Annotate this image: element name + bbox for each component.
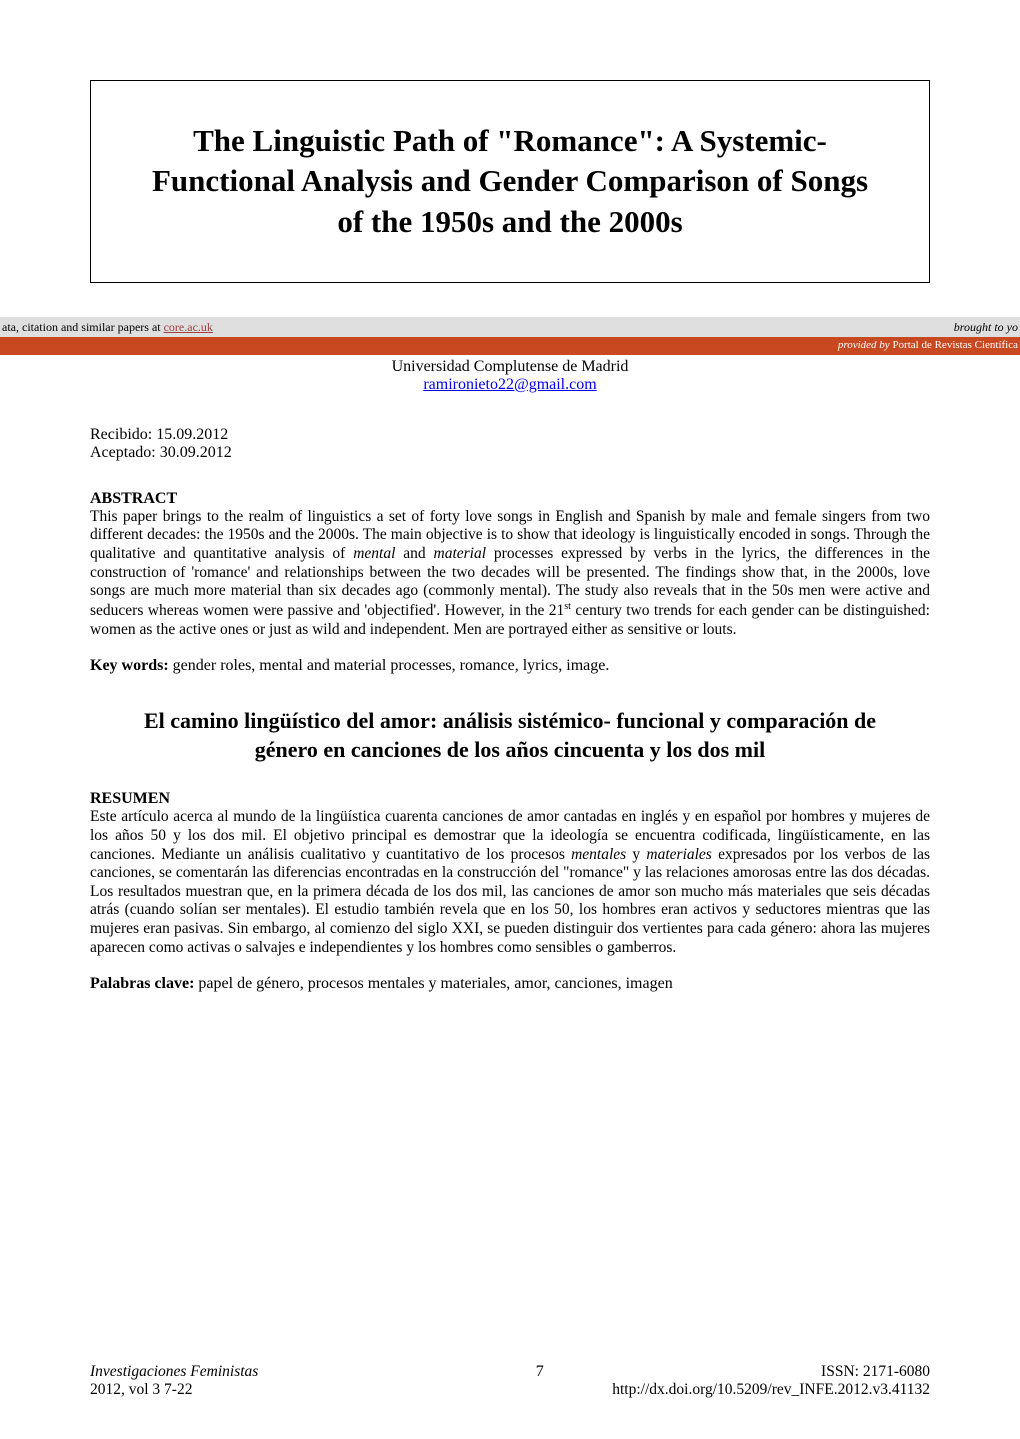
author-email-link[interactable]: ramironieto22@gmail.com: [423, 376, 596, 393]
core-banner-top: ata, citation and similar papers at core…: [0, 317, 1020, 337]
core-provided-prefix: provided by: [838, 339, 893, 351]
core-link[interactable]: core.ac.uk: [164, 320, 213, 334]
resumen-body: Este artículo acerca al mundo de la ling…: [90, 808, 930, 957]
author-section: Universidad Complutense de Madrid ramiro…: [90, 358, 930, 394]
abstract-italic: material: [434, 545, 487, 562]
abstract-body: This paper brings to the realm of lingui…: [90, 508, 930, 639]
doi-link: http://dx.doi.org/10.5209/rev_INFE.2012.…: [612, 1381, 930, 1399]
abstract-text: and: [395, 545, 433, 562]
core-banner-bottom: provided by Portal de Revistas Científic…: [0, 337, 1020, 355]
spanish-title: El camino lingüístico del amor: análisis…: [90, 707, 930, 764]
issn: ISSN: 2171-6080: [821, 1363, 930, 1381]
resumen-italic: mentales: [571, 846, 626, 863]
palabras-clave: Palabras clave: papel de género, proceso…: [90, 975, 930, 993]
core-portal-name: Portal de Revistas Científica: [892, 339, 1018, 351]
received-date: Recibido: 15.09.2012: [90, 426, 930, 444]
footer-row-2: 2012, vol 3 7-22 http://dx.doi.org/10.52…: [90, 1381, 930, 1399]
palabras-label: Palabras clave:: [90, 975, 198, 992]
page-number: 7: [536, 1363, 544, 1381]
page-container: The Linguistic Path of "Romance": A Syst…: [0, 0, 1020, 1439]
journal-name: Investigaciones Feministas: [90, 1363, 258, 1381]
resumen-heading: RESUMEN: [90, 790, 930, 808]
keywords-label: Key words:: [90, 657, 173, 674]
keywords: Key words: gender roles, mental and mate…: [90, 657, 930, 675]
page-footer: Investigaciones Feministas 7 ISSN: 2171-…: [90, 1363, 930, 1399]
footer-row-1: Investigaciones Feministas 7 ISSN: 2171-…: [90, 1363, 930, 1381]
core-citation-text: ata, citation and similar papers at core…: [2, 320, 213, 335]
abstract-superscript: st: [564, 601, 571, 612]
abstract-heading: ABSTRACT: [90, 490, 930, 508]
abstract-italic: mental: [353, 545, 395, 562]
dates-section: Recibido: 15.09.2012 Aceptado: 30.09.201…: [90, 426, 930, 462]
resumen-text: y: [626, 846, 646, 863]
keywords-text: gender roles, mental and material proces…: [173, 657, 610, 674]
core-banner: ata, citation and similar papers at core…: [0, 317, 1020, 355]
university-name: Universidad Complutense de Madrid: [90, 358, 930, 376]
resumen-italic: materiales: [646, 846, 711, 863]
palabras-text: papel de género, procesos mentales y mat…: [198, 975, 672, 992]
title-box: The Linguistic Path of "Romance": A Syst…: [90, 80, 930, 283]
main-title: The Linguistic Path of "Romance": A Syst…: [141, 121, 879, 242]
core-prefix: ata, citation and similar papers at: [2, 320, 164, 334]
volume-info: 2012, vol 3 7-22: [90, 1381, 192, 1399]
accepted-date: Aceptado: 30.09.2012: [90, 444, 930, 462]
core-brought-text: brought to yo: [954, 320, 1018, 335]
